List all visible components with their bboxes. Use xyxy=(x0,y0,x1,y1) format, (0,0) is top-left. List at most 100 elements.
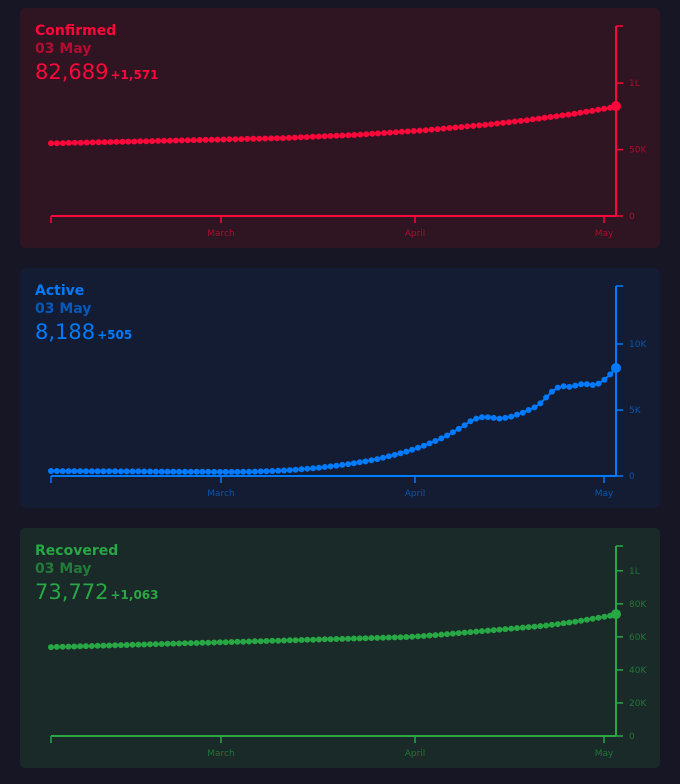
active-data-point xyxy=(153,469,159,475)
active-date: 03 May xyxy=(35,300,132,318)
active-data-point xyxy=(77,468,83,474)
confirmed-data-point xyxy=(524,117,530,123)
recovered-data-point xyxy=(188,640,194,646)
confirmed-data-point xyxy=(316,134,322,140)
confirmed-data-point xyxy=(470,123,476,129)
active-data-point xyxy=(135,468,141,474)
recovered-data-point xyxy=(48,644,54,650)
active-data-point xyxy=(182,469,188,475)
confirmed-data-point xyxy=(113,139,119,145)
recovered-data-point xyxy=(135,642,141,648)
active-data-point xyxy=(322,464,328,470)
active-data-point xyxy=(497,416,503,422)
recovered-header: Recovered 03 May 73,772 +1,063 xyxy=(35,542,159,604)
confirmed-data-point xyxy=(345,132,351,138)
confirmed-data-point xyxy=(512,119,518,125)
recovered-y-tick-label: 20K xyxy=(629,699,647,709)
recovered-y-tick-label: 40K xyxy=(629,666,647,676)
confirmed-data-point xyxy=(268,135,274,141)
recovered-data-point xyxy=(153,641,159,647)
recovered-data-point xyxy=(176,641,182,647)
recovered-data-point xyxy=(182,640,188,646)
recovered-latest-point[interactable] xyxy=(611,609,621,619)
confirmed-data-point xyxy=(565,112,571,118)
recovered-data-point xyxy=(415,633,421,639)
confirmed-x-tick-label: March xyxy=(207,229,234,239)
confirmed-data-point xyxy=(548,114,554,120)
confirmed-latest-point[interactable] xyxy=(611,101,621,111)
recovered-x-tick-label: March xyxy=(207,749,234,759)
active-data-point xyxy=(421,443,427,449)
active-data-point xyxy=(141,469,147,475)
confirmed-data-point xyxy=(179,137,185,143)
confirmed-data-point xyxy=(357,132,363,138)
active-data-point xyxy=(304,466,310,472)
active-data-point xyxy=(95,468,101,474)
recovered-data-point xyxy=(374,635,380,641)
confirmed-data-point xyxy=(232,136,238,142)
active-data-point xyxy=(502,415,508,421)
active-data-point xyxy=(240,469,246,475)
recovered-data-point xyxy=(467,629,473,635)
active-title: Active xyxy=(35,282,132,300)
confirmed-data-point xyxy=(238,136,244,142)
confirmed-data-point xyxy=(589,108,595,114)
recovered-data-point xyxy=(322,636,328,642)
confirmed-data-point xyxy=(90,139,96,145)
active-latest-point[interactable] xyxy=(611,363,621,373)
active-data-point xyxy=(368,457,374,463)
active-data-point xyxy=(223,469,229,475)
recovered-data-point xyxy=(368,635,374,641)
active-data-point xyxy=(316,465,322,471)
active-data-point xyxy=(596,381,602,387)
active-data-point xyxy=(234,469,240,475)
confirmed-data-point xyxy=(149,138,155,144)
confirmed-data-point xyxy=(530,116,536,122)
confirmed-data-point xyxy=(84,140,90,146)
confirmed-data-point xyxy=(298,134,304,140)
confirmed-data-point xyxy=(441,126,447,132)
recovered-data-point xyxy=(304,637,310,643)
active-y-tick-label: 5K xyxy=(629,406,642,416)
active-data-point xyxy=(345,461,351,467)
recovered-data-point xyxy=(141,642,147,648)
active-data-point xyxy=(60,468,66,474)
confirmed-series-line xyxy=(51,106,616,143)
active-data-point xyxy=(89,468,95,474)
confirmed-data-point xyxy=(363,131,369,137)
recovered-data-point xyxy=(543,623,549,629)
active-data-point xyxy=(188,469,194,475)
confirmed-data-point xyxy=(96,139,102,145)
confirmed-data-point xyxy=(601,106,607,112)
recovered-data-point xyxy=(299,637,305,643)
active-data-point xyxy=(444,433,450,439)
confirmed-data-point xyxy=(256,136,262,142)
active-data-point xyxy=(83,468,89,474)
recovered-data-point xyxy=(130,642,136,648)
confirmed-data-point xyxy=(262,136,268,142)
confirmed-data-point xyxy=(500,120,506,126)
active-data-point xyxy=(357,459,363,465)
confirmed-data-point xyxy=(173,138,179,144)
recovered-total: 73,772 xyxy=(35,580,108,604)
recovered-data-point xyxy=(95,643,101,649)
confirmed-data-point xyxy=(571,111,577,117)
active-y-tick-label: 10K xyxy=(629,340,647,350)
recovered-data-point xyxy=(159,641,165,647)
active-chart-panel: Active 03 May 8,188 +505 March April May 10K… xyxy=(20,268,660,508)
active-data-point xyxy=(491,415,497,421)
recovered-data-point xyxy=(310,637,316,643)
active-data-point xyxy=(543,395,549,401)
recovered-data-point xyxy=(194,640,200,646)
active-data-point xyxy=(520,410,526,416)
recovered-data-point xyxy=(83,643,89,649)
active-x-tick-label: April xyxy=(405,489,426,499)
recovered-data-point xyxy=(170,641,176,647)
recovered-series-line xyxy=(51,614,616,647)
recovered-data-point xyxy=(566,620,572,626)
recovered-delta: +1,063 xyxy=(110,588,158,602)
recovered-data-point xyxy=(234,639,240,645)
confirmed-data-point xyxy=(215,137,221,143)
recovered-y-tick-label: 60K xyxy=(629,633,647,643)
recovered-data-point xyxy=(572,619,578,625)
